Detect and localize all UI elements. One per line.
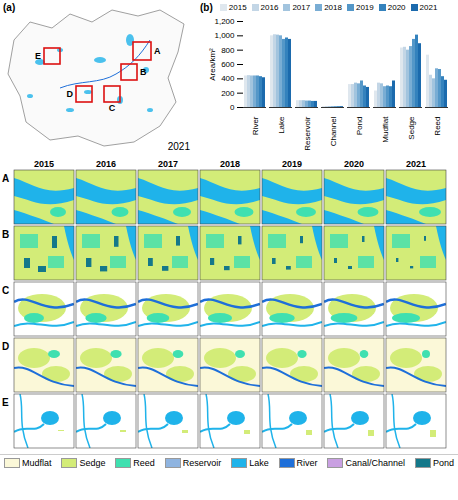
svg-text:River: River <box>251 116 260 135</box>
svg-text:1,000: 1,000 <box>214 31 235 40</box>
svg-text:C: C <box>109 103 116 113</box>
svg-text:A: A <box>2 173 9 184</box>
svg-text:600: 600 <box>221 60 235 69</box>
svg-text:200: 200 <box>221 89 235 98</box>
svg-text:2016: 2016 <box>96 159 116 169</box>
svg-text:Mudflat: Mudflat <box>381 116 390 143</box>
html-text:Mudflat: Mudflat <box>22 458 52 468</box>
svg-text:2018: 2018 <box>220 159 240 169</box>
svg-text:E: E <box>35 51 41 61</box>
svg-text:0: 0 <box>230 103 235 112</box>
svg-text:B: B <box>2 229 9 240</box>
svg-text:2019: 2019 <box>282 159 302 169</box>
svg-text:2021: 2021 <box>168 141 191 152</box>
html-text:Canal/Channel: Canal/Channel <box>345 458 405 468</box>
html-text:2021: 2021 <box>419 3 438 12</box>
html-text:2018: 2018 <box>324 3 342 12</box>
html-text:Reservoir: Reservoir <box>182 458 222 468</box>
html-text:(b): (b) <box>200 2 213 13</box>
svg-text:800: 800 <box>221 46 235 55</box>
svg-text:2020: 2020 <box>344 159 364 169</box>
html-text:Sedge: Sedge <box>79 458 106 468</box>
svg-text:Channel: Channel <box>329 116 338 146</box>
svg-text:Sedge: Sedge <box>407 116 416 140</box>
svg-text:2015: 2015 <box>34 159 54 169</box>
svg-text:C: C <box>2 285 9 296</box>
html-text:2015: 2015 <box>228 3 247 12</box>
svg-text:Area/km²: Area/km² <box>208 48 217 81</box>
html-text:2017: 2017 <box>292 3 311 12</box>
html-text:Pond: Pond <box>432 458 454 468</box>
svg-text:2017: 2017 <box>158 159 178 169</box>
svg-text:1,200: 1,200 <box>214 17 235 26</box>
svg-text:Pond: Pond <box>355 117 364 136</box>
svg-text:E: E <box>2 397 9 408</box>
html-text:2016: 2016 <box>260 3 279 12</box>
svg-text:(a): (a) <box>3 2 15 13</box>
html-text:2020: 2020 <box>387 3 406 12</box>
svg-text:Reservoir: Reservoir <box>303 116 312 151</box>
svg-text:Lake: Lake <box>277 116 286 134</box>
svg-text:2021: 2021 <box>406 159 426 169</box>
svg-text:D: D <box>67 89 74 99</box>
svg-text:B: B <box>140 67 147 77</box>
html-text:Reed: Reed <box>133 458 155 468</box>
svg-text:D: D <box>2 341 9 352</box>
svg-text:Reed: Reed <box>433 117 442 136</box>
svg-text:400: 400 <box>221 74 235 83</box>
html-text:Lake: Lake <box>249 458 269 468</box>
html-text:River: River <box>296 458 318 468</box>
html-text:2019: 2019 <box>356 3 374 12</box>
svg-text:A: A <box>154 46 161 56</box>
